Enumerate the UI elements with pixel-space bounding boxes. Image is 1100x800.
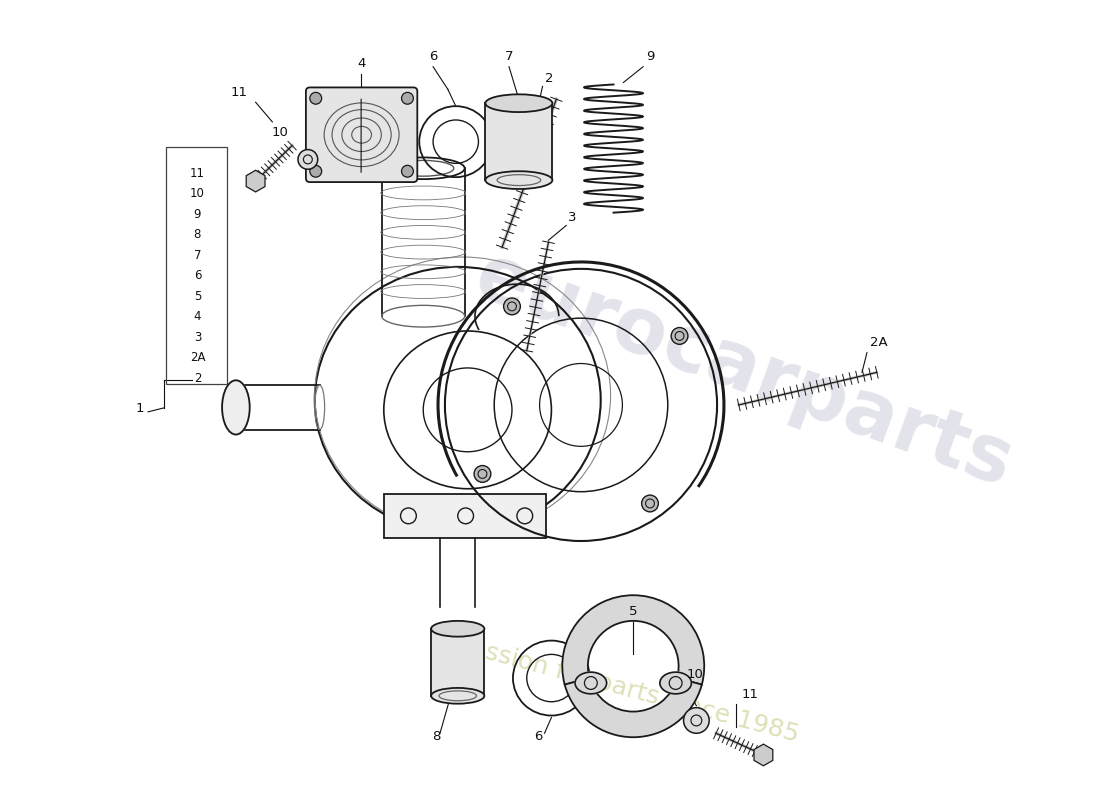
Text: 6: 6 <box>535 730 542 743</box>
Text: 8: 8 <box>432 730 440 743</box>
Ellipse shape <box>431 688 484 704</box>
Circle shape <box>402 92 414 104</box>
Text: 11: 11 <box>190 166 205 180</box>
Text: 11: 11 <box>741 688 759 701</box>
Circle shape <box>504 298 520 314</box>
Ellipse shape <box>485 94 552 112</box>
Polygon shape <box>485 103 552 180</box>
Text: 10: 10 <box>190 187 205 200</box>
Polygon shape <box>384 494 547 538</box>
Polygon shape <box>246 170 265 192</box>
Text: 5: 5 <box>194 290 201 302</box>
Text: eurocarparts: eurocarparts <box>464 238 1023 503</box>
Circle shape <box>310 92 321 104</box>
Text: 1: 1 <box>135 402 144 415</box>
Circle shape <box>683 708 710 734</box>
Wedge shape <box>564 678 702 738</box>
Text: 8: 8 <box>194 228 201 242</box>
Text: 9: 9 <box>194 208 201 221</box>
Text: 10: 10 <box>686 668 703 681</box>
Polygon shape <box>754 744 773 766</box>
Ellipse shape <box>575 672 606 694</box>
Text: 2: 2 <box>544 73 553 86</box>
Text: 7: 7 <box>194 249 201 262</box>
Text: a passion for parts since 1985: a passion for parts since 1985 <box>430 626 801 746</box>
Circle shape <box>298 150 318 170</box>
FancyBboxPatch shape <box>306 87 417 182</box>
Circle shape <box>310 166 321 177</box>
Ellipse shape <box>660 672 692 694</box>
Text: 5: 5 <box>629 605 638 618</box>
Circle shape <box>474 466 491 482</box>
Text: 2: 2 <box>194 372 201 385</box>
Text: 3: 3 <box>194 330 201 344</box>
Circle shape <box>671 327 688 344</box>
Text: 6: 6 <box>429 50 438 63</box>
Circle shape <box>402 166 414 177</box>
Text: 10: 10 <box>272 126 288 138</box>
Text: 3: 3 <box>569 210 576 223</box>
Text: 2A: 2A <box>870 336 888 349</box>
Text: 11: 11 <box>230 86 248 99</box>
Circle shape <box>641 495 659 512</box>
Text: 4: 4 <box>356 57 365 70</box>
Text: 2A: 2A <box>189 351 206 364</box>
Wedge shape <box>562 595 704 685</box>
Text: 9: 9 <box>646 50 654 63</box>
Ellipse shape <box>431 621 484 637</box>
Ellipse shape <box>485 171 552 189</box>
Text: 6: 6 <box>194 270 201 282</box>
Text: 4: 4 <box>194 310 201 323</box>
Text: 7: 7 <box>505 50 514 63</box>
Ellipse shape <box>222 380 250 434</box>
Polygon shape <box>431 629 484 696</box>
